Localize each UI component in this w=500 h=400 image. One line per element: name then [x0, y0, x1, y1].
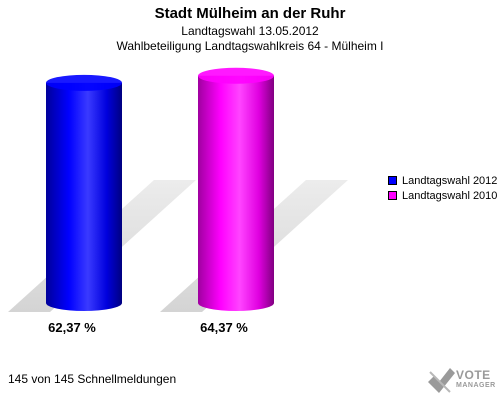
legend-item-2012: Landtagswahl 2012: [388, 173, 497, 188]
legend-label-2012: Landtagswahl 2012: [402, 174, 498, 187]
chart-subtitle-election: Landtagswahl 13.05.2012: [181, 24, 319, 38]
chart-subtitle-turnout: Wahlbeteiligung Landtagswahlkreis 64 - M…: [116, 39, 384, 53]
chart-title: Stadt Mülheim an der Ruhr: [154, 5, 346, 22]
data-label-2010: 64,37 %: [200, 320, 248, 335]
legend-label-2010: Landtagswahl 2010: [402, 189, 498, 202]
logo-subtext: MANAGER: [456, 382, 496, 389]
bar-2010: [198, 67, 274, 312]
chart-legend: Landtagswahl 2012 Landtagswahl 2010: [388, 173, 497, 203]
data-label-2012: 62,37 %: [48, 320, 96, 335]
legend-swatch-2010: [388, 191, 397, 200]
legend-swatch-2012: [388, 176, 397, 185]
checkmark-icon: [428, 368, 455, 393]
bar-2012: [46, 74, 122, 311]
legend-item-2010: Landtagswahl 2010: [388, 188, 497, 203]
vote-manager-logo: VOTE MANAGER: [426, 366, 498, 396]
reporting-status: 145 von 145 Schnellmeldungen: [8, 372, 177, 386]
logo-text: VOTE: [456, 368, 491, 382]
